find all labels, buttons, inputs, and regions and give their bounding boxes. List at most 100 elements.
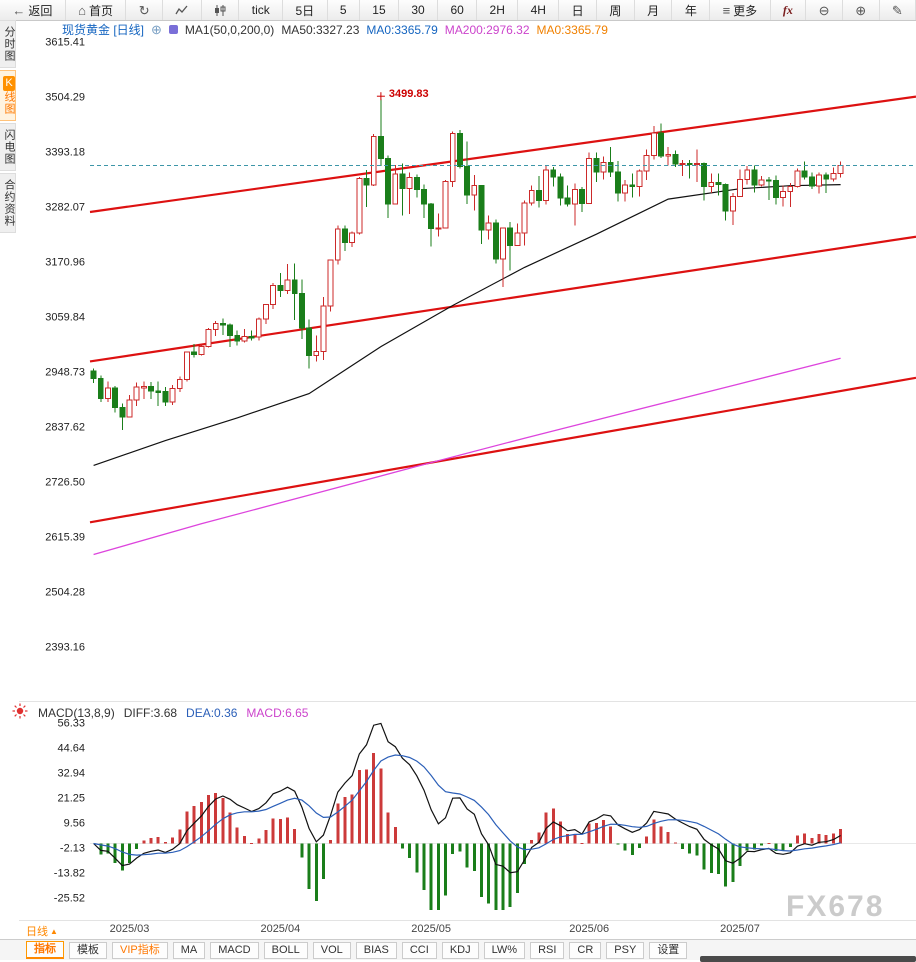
topbar-line-chart[interactable] xyxy=(163,0,202,20)
topbar-label: tick xyxy=(251,3,270,17)
topbar-label: 5日 xyxy=(295,3,315,18)
sidebar-item-合约资料[interactable]: 合约资料 xyxy=(0,173,16,233)
svg-text:2615.39: 2615.39 xyxy=(45,531,85,543)
topbar-refresh[interactable]: ↻ xyxy=(126,0,163,20)
ma0-value: MA0:3365.79 xyxy=(366,22,438,37)
svg-text:56.33: 56.33 xyxy=(57,718,85,730)
chart-header: 现货黄金 [日线] ⊕ MA1(50,0,200,0) MA50:3327.23 MA0… xyxy=(62,21,608,38)
svg-text:2025/05: 2025/05 xyxy=(411,923,451,935)
topbar-label: 15 xyxy=(372,3,386,17)
indicator-tab-模板[interactable]: 模板 xyxy=(69,941,107,959)
topbar-week[interactable]: 周 xyxy=(597,0,635,20)
candles xyxy=(90,99,844,430)
trend-channel-lines[interactable] xyxy=(89,95,916,524)
horizontal-scrollbar-thumb[interactable] xyxy=(700,956,916,962)
topbar-label: 返回 xyxy=(28,3,53,18)
topbar-5[interactable]: 5 xyxy=(328,0,360,20)
indicator-tab-MACD[interactable]: MACD xyxy=(210,941,259,959)
period-indicator[interactable]: 日线 ▲ xyxy=(26,923,58,939)
topbar-home[interactable]: ⌂ 首页 xyxy=(66,0,127,20)
diff-line xyxy=(93,722,841,874)
topbar-more[interactable]: ≡ 更多 xyxy=(710,0,771,20)
indicator-tab-PSY[interactable]: PSY xyxy=(606,941,645,959)
svg-text:3504.29: 3504.29 xyxy=(45,92,85,104)
topbar-tick[interactable]: tick xyxy=(239,0,284,20)
svg-text:2393.16: 2393.16 xyxy=(45,641,85,653)
y-axis-labels: 3615.41 3504.29 3393.18 3282.07 3170.96 3059.… xyxy=(45,37,85,654)
topbar-60[interactable]: 60 xyxy=(438,0,478,20)
indicator-tab-CR[interactable]: CR xyxy=(569,941,602,959)
ma-params: MA1(50,0,200,0) xyxy=(184,22,275,37)
indicator-tabbar: 指标 模板 VIP指标 MA MACD BOLL VOL BIAS CCI KDJ LW% RSI CR… xyxy=(0,939,916,960)
sidebar-item-闪电图[interactable]: 闪电图 xyxy=(0,123,16,171)
indicator-tab-MA[interactable]: MA xyxy=(172,941,206,959)
topbar-year[interactable]: 年 xyxy=(672,0,711,20)
ma200-value: MA200:2976.32 xyxy=(444,22,530,37)
svg-text:-25.52: -25.52 xyxy=(54,893,85,905)
svg-text:-13.82: -13.82 xyxy=(54,868,85,880)
ma200-line xyxy=(93,357,841,556)
topbar-label: 5 xyxy=(339,3,347,17)
topbar-back[interactable]: ← 返回 xyxy=(0,0,66,20)
topbar-day[interactable]: 日 xyxy=(559,0,598,20)
topbar-2h[interactable]: 2H xyxy=(477,0,519,20)
zoom-out-icon: ⊖ xyxy=(818,2,830,18)
indicator-tab-VOL[interactable]: VOL xyxy=(312,941,351,959)
topbar-fx[interactable]: fx xyxy=(771,0,807,20)
indicator-tab-LW%[interactable]: LW% xyxy=(483,941,526,959)
topbar-zoom-in[interactable]: ⊕ xyxy=(843,0,880,20)
macd-y-labels: 56.33 44.64 32.94 21.25 9.56 -2.13 -13.82 -25.5… xyxy=(54,718,85,905)
sidebar-item-分时图[interactable]: 分时图 xyxy=(0,20,16,68)
indicator-settings-icon[interactable] xyxy=(12,703,28,724)
ma50-line xyxy=(93,184,841,466)
x-axis-labels: 2025/03 2025/04 2025/05 2025/06 2025/07 xyxy=(110,923,760,935)
pencil-icon: ✎ xyxy=(891,2,903,18)
top-toolbar: ← 返回 ⌂ 首页 ↻ tick 5日 5 15 30 60 2H 4H 日周月年 ≡ 更多 fx ⊖ ⊕ ✎ xyxy=(0,0,916,21)
dea-value: DEA:0.36 xyxy=(186,706,238,720)
topbar-month[interactable]: 月 xyxy=(635,0,673,20)
indicator-tab-BIAS[interactable]: BIAS xyxy=(355,941,397,959)
svg-text:2025/03: 2025/03 xyxy=(110,923,150,935)
svg-text:3499.83: 3499.83 xyxy=(389,88,429,100)
topbar-zoom-out[interactable]: ⊖ xyxy=(806,0,843,20)
sidebar-item-K线图[interactable]: K线图 xyxy=(0,70,16,121)
macd-header: MACD(13,8,9) DIFF:3.68 DEA:0.36 MACD:6.65 xyxy=(38,706,308,720)
menu-icon: ≡ xyxy=(722,2,731,18)
indicator-tab-设置[interactable]: 设置 xyxy=(649,941,688,959)
candle-chart-icon xyxy=(214,4,226,16)
topbar-candle-chart[interactable] xyxy=(202,0,240,20)
svg-text:3393.18: 3393.18 xyxy=(45,146,85,158)
topbar-label: 首页 xyxy=(88,3,113,18)
topbar-4h[interactable]: 4H xyxy=(518,0,560,20)
high-annotation: 3499.83 xyxy=(376,88,429,101)
indicator-tab-VIP指标[interactable]: VIP指标 xyxy=(112,941,168,959)
svg-text:2948.73: 2948.73 xyxy=(45,366,85,378)
indicator-tab-KDJ[interactable]: KDJ xyxy=(441,941,479,959)
indicator-tab-CCI[interactable]: CCI xyxy=(401,941,437,959)
svg-text:2025/04: 2025/04 xyxy=(260,923,300,935)
dea-line xyxy=(93,754,841,856)
svg-text:3282.07: 3282.07 xyxy=(45,201,85,213)
svg-text:2837.62: 2837.62 xyxy=(45,421,85,433)
svg-text:2504.28: 2504.28 xyxy=(45,586,85,598)
topbar-30[interactable]: 30 xyxy=(399,0,439,20)
topbar-15[interactable]: 15 xyxy=(360,0,399,20)
svg-text:2726.50: 2726.50 xyxy=(45,476,85,488)
topbar-label: 更多 xyxy=(733,3,758,18)
svg-text:3615.41: 3615.41 xyxy=(45,37,85,49)
topbar-label: 日 xyxy=(571,3,584,18)
svg-text:3170.96: 3170.96 xyxy=(45,256,85,268)
indicator-tab-指标[interactable]: 指标 xyxy=(26,941,64,959)
sidebar: 分时图 K线图闪电图合约资料 xyxy=(0,20,19,233)
indicator-tab-RSI[interactable]: RSI xyxy=(530,941,565,959)
back-arrow-icon: ← xyxy=(12,2,26,18)
topbar-draw[interactable]: ✎ xyxy=(880,0,916,20)
topbar-label: 4H xyxy=(530,3,546,17)
svg-text:44.64: 44.64 xyxy=(57,743,85,755)
svg-text:2025/07: 2025/07 xyxy=(720,923,760,935)
topbar-5d[interactable]: 5日 xyxy=(283,0,328,20)
indicator-tab-BOLL[interactable]: BOLL xyxy=(263,941,308,959)
symbol-period[interactable]: 现货黄金 [日线] xyxy=(62,23,145,37)
add-indicator-icon[interactable]: ⊕ xyxy=(151,21,162,37)
